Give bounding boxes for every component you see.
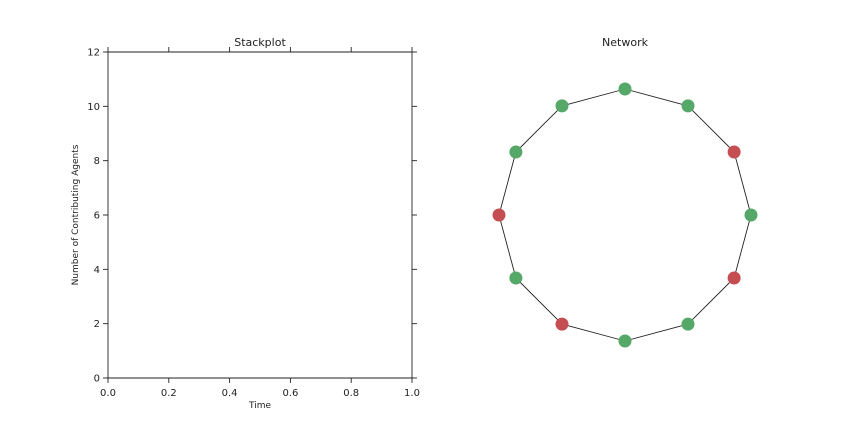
- network-edge: [561, 88, 626, 107]
- stackplot-x-axis: 0.0 0.2 0.4 0.6 0.8 1.0: [100, 47, 420, 399]
- network-node-cooperator: [618, 82, 632, 96]
- x-tick-label: 0.6: [282, 388, 298, 399]
- stackplot-y-axis: 0 2 4 6 8 10 12: [87, 48, 417, 385]
- network-node-defector: [727, 145, 741, 159]
- y-tick-label: 8: [94, 156, 100, 167]
- network-edge: [515, 105, 563, 153]
- y-tick-label: 12: [87, 48, 100, 59]
- x-tick-label: 1.0: [404, 388, 420, 399]
- network-edge: [733, 151, 752, 216]
- network-edge: [624, 323, 689, 342]
- x-tick-label: 0.2: [161, 388, 177, 399]
- network-node-defector: [727, 271, 741, 285]
- network-node-cooperator: [618, 334, 632, 348]
- x-tick-label: 0.4: [222, 388, 238, 399]
- y-tick-label: 2: [94, 319, 100, 330]
- stackplot-panel: Stackplot 0.0 0.2 0.4 0.6 0.8 1.0 0 2 4 6 8 10 12 T…: [71, 36, 420, 411]
- network-node-defector: [555, 317, 569, 331]
- network-edge: [687, 105, 735, 153]
- network-edge: [498, 151, 517, 216]
- network-edge: [687, 277, 735, 325]
- network-node-cooperator: [681, 99, 695, 113]
- network-edge: [515, 277, 563, 325]
- x-tick-label: 0.0: [100, 388, 116, 399]
- x-tick-label: 0.8: [343, 388, 359, 399]
- network-node-cooperator: [509, 145, 523, 159]
- network-edge: [561, 323, 626, 342]
- network-edge: [498, 214, 517, 279]
- network-edge: [624, 88, 689, 107]
- network-edges: [498, 88, 752, 342]
- network-node-defector: [492, 208, 506, 222]
- network-node-cooperator: [681, 317, 695, 331]
- stackplot-y-label: Number of Contributing Agents: [71, 144, 81, 285]
- network-node-cooperator: [555, 99, 569, 113]
- network-title: Network: [602, 36, 649, 49]
- y-tick-label: 0: [94, 374, 100, 385]
- network-nodes: [492, 82, 758, 348]
- stackplot-title: Stackplot: [234, 36, 286, 49]
- network-edge: [733, 214, 752, 279]
- y-tick-label: 10: [87, 102, 100, 113]
- network-node-cooperator: [744, 208, 758, 222]
- y-tick-label: 4: [94, 265, 100, 276]
- stackplot-x-label: Time: [248, 401, 271, 411]
- network-node-cooperator: [509, 271, 523, 285]
- y-tick-label: 6: [94, 211, 100, 222]
- network-panel: Network: [492, 36, 758, 348]
